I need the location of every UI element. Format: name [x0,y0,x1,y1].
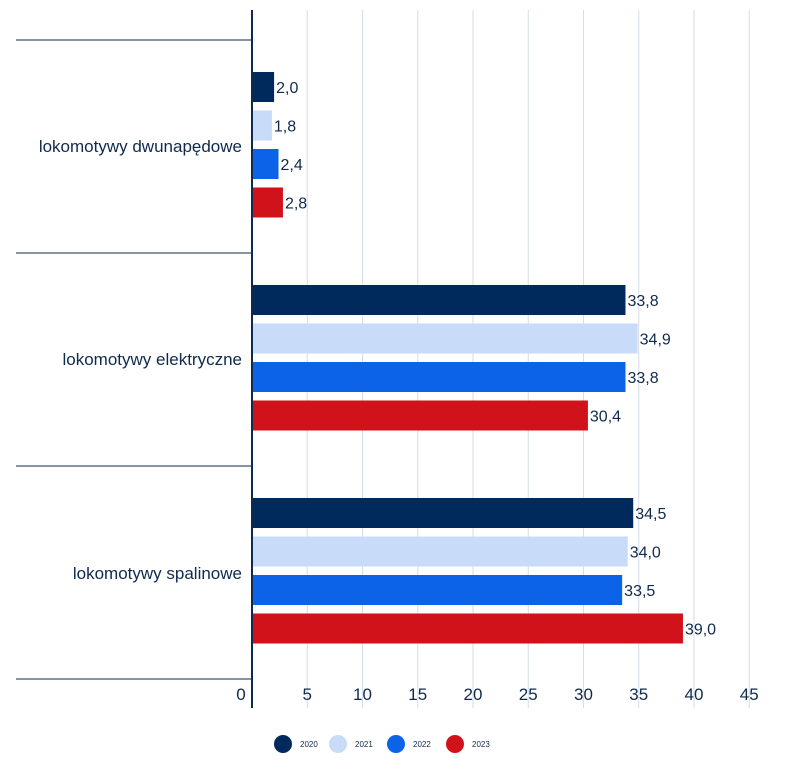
value-label-2023-3: 39,0 [685,622,716,639]
legend-marker-2022 [387,735,405,753]
category-labels: lokomotywy dwunapędowe lokomotywy elektry… [39,137,242,583]
bar-2022-2 [252,362,626,392]
value-labels: 2,0 1,8 2,4 2,8 33,8 34,9 33,8 30,4 34,5 34,0 33,5… [274,80,716,639]
bar-2020-3 [252,498,634,528]
value-label-2022-1: 2,4 [281,157,303,174]
bars [252,72,683,644]
legend: 2020 2021 2022 2023 [274,735,490,753]
x-tick-0: 0 [236,685,245,704]
x-tick-40: 40 [685,685,704,704]
x-tick-30: 30 [574,685,593,704]
value-label-2020-3: 34,5 [635,506,666,523]
legend-label-2023: 2023 [472,740,490,749]
bar-2021-1 [252,110,272,141]
legend-label-2020: 2020 [300,740,318,749]
category-label-2: lokomotywy elektryczne [62,350,242,369]
legend-marker-2021 [329,735,347,753]
gridlines [306,10,750,708]
x-tick-5: 5 [303,685,312,704]
value-label-2022-3: 33,5 [624,583,655,600]
x-tick-25: 25 [519,685,538,704]
value-label-2023-1: 2,8 [285,196,307,213]
bar-2023-3 [252,613,683,644]
legend-marker-2020 [274,735,292,753]
x-tick-10: 10 [353,685,372,704]
x-tick-45: 45 [740,685,759,704]
bar-2021-2 [252,323,638,354]
x-tick-20: 20 [464,685,483,704]
bar-2022-1 [252,149,279,179]
value-label-2023-2: 30,4 [590,409,621,426]
legend-marker-2023 [446,735,464,753]
value-label-2021-1: 1,8 [274,119,296,136]
value-label-2020-2: 33,8 [627,293,658,310]
value-label-2021-2: 34,9 [640,332,671,349]
bar-2023-1 [252,187,283,218]
value-label-2021-3: 34,0 [630,545,661,562]
bar-2023-2 [252,400,588,431]
x-tick-35: 35 [629,685,648,704]
category-label-3: lokomotywy spalinowe [73,564,242,583]
bar-2020-1 [252,72,275,102]
legend-label-2022: 2022 [413,740,431,749]
bar-2020-2 [252,285,626,315]
bar-2021-3 [252,536,628,567]
value-label-2022-2: 33,8 [627,370,658,387]
category-label-1: lokomotywy dwunapędowe [39,137,242,156]
value-label-2020-1: 2,0 [276,80,298,97]
bar-2022-3 [252,575,623,605]
legend-label-2021: 2021 [355,740,373,749]
category-separators [16,39,252,680]
x-axis-tick-labels: 0 5 10 15 20 25 30 35 40 45 [236,685,758,704]
x-tick-15: 15 [408,685,427,704]
